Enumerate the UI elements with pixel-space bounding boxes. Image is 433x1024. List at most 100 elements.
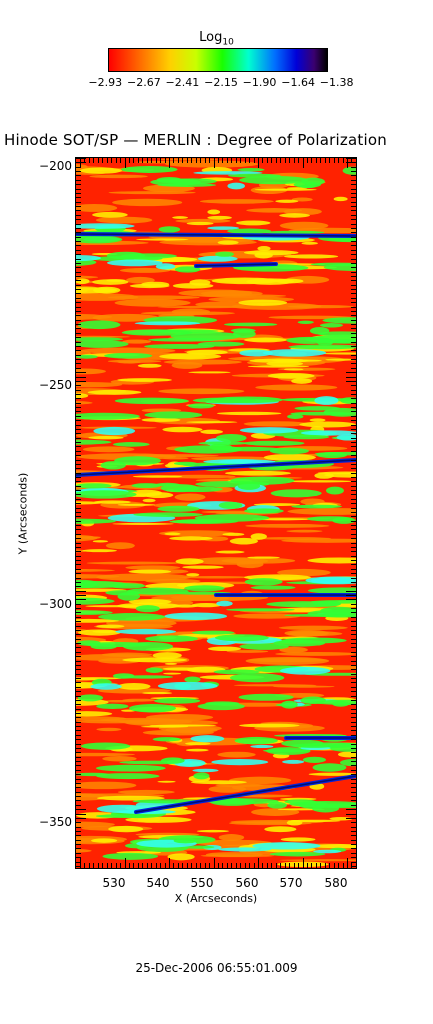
map-texture-streak <box>217 240 239 245</box>
axis-tick-mark <box>351 673 356 675</box>
map-texture-streak <box>192 768 219 773</box>
axis-tick-mark <box>76 529 81 531</box>
map-texture-streak <box>145 635 198 643</box>
axis-tick-mark <box>346 376 356 378</box>
map-texture-streak <box>92 211 128 218</box>
axis-tick-mark <box>351 651 356 653</box>
axis-tick-mark <box>76 472 81 474</box>
map-texture-streak <box>173 838 198 844</box>
axis-tick-mark <box>351 284 356 286</box>
axis-tick-mark <box>351 302 356 304</box>
axis-tick-mark <box>76 503 81 505</box>
map-texture-streak <box>188 403 214 409</box>
map-texture-streak <box>278 625 348 630</box>
axis-tick-mark <box>76 372 86 374</box>
axis-tick-mark <box>355 863 356 868</box>
map-texture-streak <box>175 218 231 224</box>
axis-tick-mark <box>351 459 356 461</box>
axis-tick-mark <box>76 280 81 282</box>
map-texture-streak <box>96 727 122 732</box>
map-texture-streak <box>157 780 176 783</box>
axis-tick-mark <box>351 621 356 623</box>
axis-tick-mark <box>351 538 356 540</box>
map-texture-streak <box>270 489 322 498</box>
axis-tick-mark <box>351 586 356 588</box>
map-texture-streak <box>76 483 112 489</box>
map-texture-streak <box>122 657 187 663</box>
colorbar-tick-label: −2.67 <box>126 76 161 89</box>
map-texture-streak <box>91 838 118 843</box>
y-axis-label: Y (Arcseconds) <box>16 472 30 555</box>
axis-tick-mark <box>76 201 81 203</box>
axis-tick-mark <box>76 315 81 317</box>
axis-tick-mark <box>351 262 356 264</box>
map-texture-streak <box>200 429 223 435</box>
axis-tick-mark <box>226 863 228 868</box>
map-texture-streak <box>251 808 300 816</box>
axis-tick-mark <box>249 158 251 163</box>
axis-tick-mark <box>76 275 81 277</box>
map-texture-streak <box>115 628 177 635</box>
axis-tick-mark <box>76 625 81 627</box>
axis-tick-mark <box>76 682 81 684</box>
axis-tick-mark <box>76 778 81 780</box>
axis-tick-mark <box>76 306 81 308</box>
axis-tick-mark <box>351 345 356 347</box>
axis-tick-mark <box>76 865 81 867</box>
map-texture-streak <box>287 631 328 637</box>
axis-tick-mark <box>76 162 86 164</box>
map-texture-streak <box>186 221 214 226</box>
map-texture-streak <box>255 384 338 391</box>
axis-tick-mark <box>76 232 81 234</box>
axis-tick-mark <box>76 726 81 728</box>
map-texture-streak <box>203 459 276 464</box>
axis-tick-mark <box>151 158 153 163</box>
axis-tick-mark <box>351 197 356 199</box>
axis-tick-mark <box>351 577 356 579</box>
map-texture-streak <box>160 484 199 493</box>
axis-tick-mark <box>209 863 211 868</box>
axis-tick-mark <box>355 158 356 163</box>
axis-tick-mark <box>351 498 356 500</box>
map-texture-streak <box>290 743 337 748</box>
axis-tick-mark <box>351 407 356 409</box>
axis-tick-mark <box>266 863 268 868</box>
map-texture-streak <box>76 354 98 359</box>
axis-tick-mark <box>76 175 81 177</box>
map-texture-streak <box>197 341 245 347</box>
axis-tick-mark <box>351 865 356 867</box>
axis-tick-mark <box>76 568 81 570</box>
axis-tick-mark <box>204 158 206 163</box>
axis-tick-mark <box>351 747 356 749</box>
axis-tick-mark <box>217 863 219 868</box>
axis-tick-mark <box>351 756 356 758</box>
axis-tick-mark <box>76 752 81 754</box>
map-texture-streak <box>234 736 278 745</box>
map-texture-streak <box>107 259 163 267</box>
map-texture-streak <box>301 241 318 245</box>
y-tick-label: −350 <box>39 815 72 829</box>
axis-tick-mark <box>76 197 81 199</box>
axis-tick-mark <box>76 590 86 592</box>
axis-tick-mark <box>266 158 268 163</box>
axis-tick-mark <box>76 796 81 798</box>
axis-tick-mark <box>76 542 81 544</box>
map-texture-streak <box>207 215 232 220</box>
map-texture-streak <box>239 643 289 650</box>
axis-tick-mark <box>342 863 344 868</box>
axis-tick-mark <box>346 599 356 601</box>
axis-tick-mark <box>76 647 81 649</box>
axis-tick-mark <box>76 249 81 251</box>
axis-tick-mark <box>88 158 90 163</box>
axis-tick-mark <box>76 359 81 361</box>
axis-tick-mark <box>120 863 122 868</box>
axis-tick-mark <box>351 210 356 212</box>
axis-tick-mark <box>76 813 86 815</box>
map-texture-streak <box>100 461 126 470</box>
axis-tick-mark <box>351 839 356 841</box>
map-texture-streak <box>106 279 126 282</box>
axis-tick-mark <box>351 826 356 828</box>
axis-tick-mark <box>133 863 135 868</box>
axis-tick-mark <box>351 629 356 631</box>
axis-tick-mark <box>76 691 81 693</box>
